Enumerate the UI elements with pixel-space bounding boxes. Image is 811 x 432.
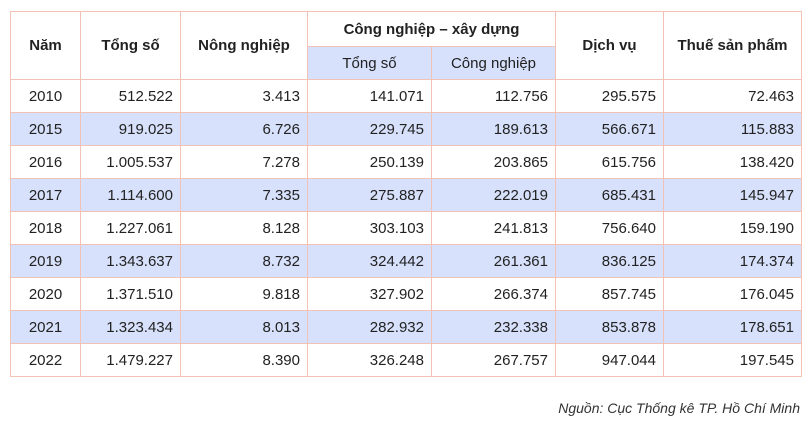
cell-agriculture: 7.335 xyxy=(180,178,308,212)
cell-industry-construction-total: 229.745 xyxy=(307,112,432,146)
header-total: Tổng số xyxy=(80,11,181,80)
cell-agriculture: 3.413 xyxy=(180,79,308,113)
cell-year: 2017 xyxy=(10,178,81,212)
cell-industry: 267.757 xyxy=(431,343,556,377)
table-body: 2010 512.522 3.413 141.071 112.756 295.575 72.… xyxy=(10,79,802,377)
cell-industry: 266.374 xyxy=(431,277,556,311)
cell-industry: 203.865 xyxy=(431,145,556,179)
cell-year: 2018 xyxy=(10,211,81,245)
header-industry-total: Tổng số xyxy=(307,46,432,80)
cell-services: 836.125 xyxy=(555,244,664,278)
cell-agriculture: 9.818 xyxy=(180,277,308,311)
table-row: 2021 1.323.434 8.013 282.932 232.338 853.878 1… xyxy=(10,310,802,344)
cell-industry: 261.361 xyxy=(431,244,556,278)
cell-industry-construction-total: 250.139 xyxy=(307,145,432,179)
cell-industry-construction-total: 275.887 xyxy=(307,178,432,212)
cell-industry-construction-total: 326.248 xyxy=(307,343,432,377)
cell-industry-construction-total: 141.071 xyxy=(307,79,432,113)
cell-industry: 232.338 xyxy=(431,310,556,344)
table-row: 2016 1.005.537 7.278 250.139 203.865 615.756 1… xyxy=(10,145,802,179)
cell-agriculture: 8.390 xyxy=(180,343,308,377)
cell-total: 1.114.600 xyxy=(80,178,181,212)
cell-industry: 222.019 xyxy=(431,178,556,212)
cell-services: 615.756 xyxy=(555,145,664,179)
cell-year: 2020 xyxy=(10,277,81,311)
cell-total: 1.343.637 xyxy=(80,244,181,278)
cell-year: 2021 xyxy=(10,310,81,344)
table-row: 2017 1.114.600 7.335 275.887 222.019 685.431 1… xyxy=(10,178,802,212)
cell-year: 2019 xyxy=(10,244,81,278)
table-row: 2022 1.479.227 8.390 326.248 267.757 947.044 1… xyxy=(10,343,802,377)
cell-agriculture: 8.128 xyxy=(180,211,308,245)
cell-product-tax: 159.190 xyxy=(663,211,802,245)
header-product-tax: Thuế sản phẩm xyxy=(663,11,802,80)
cell-industry-construction-total: 324.442 xyxy=(307,244,432,278)
header-year: Năm xyxy=(10,11,81,80)
table-row: 2018 1.227.061 8.128 303.103 241.813 756.640 1… xyxy=(10,211,802,245)
cell-industry: 241.813 xyxy=(431,211,556,245)
cell-product-tax: 115.883 xyxy=(663,112,802,146)
cell-total: 1.323.434 xyxy=(80,310,181,344)
cell-agriculture: 6.726 xyxy=(180,112,308,146)
cell-services: 853.878 xyxy=(555,310,664,344)
cell-services: 756.640 xyxy=(555,211,664,245)
header-agriculture: Nông nghiệp xyxy=(180,11,308,80)
cell-services: 685.431 xyxy=(555,178,664,212)
cell-year: 2022 xyxy=(10,343,81,377)
cell-total: 1.371.510 xyxy=(80,277,181,311)
cell-services: 295.575 xyxy=(555,79,664,113)
cell-year: 2015 xyxy=(10,112,81,146)
table-row: 2010 512.522 3.413 141.071 112.756 295.575 72.… xyxy=(10,79,802,113)
cell-industry-construction-total: 282.932 xyxy=(307,310,432,344)
table-row: 2020 1.371.510 9.818 327.902 266.374 857.745 1… xyxy=(10,277,802,311)
cell-product-tax: 145.947 xyxy=(663,178,802,212)
cell-product-tax: 178.651 xyxy=(663,310,802,344)
gdp-table: Năm Tổng số Nông nghiệp Công nghiệp – xâ… xyxy=(10,11,802,377)
table-row: 2019 1.343.637 8.732 324.442 261.361 836.125 1… xyxy=(10,244,802,278)
cell-industry: 112.756 xyxy=(431,79,556,113)
header-industry-construction: Công nghiệp – xây dựng xyxy=(307,11,556,47)
table-row: 2015 919.025 6.726 229.745 189.613 566.671 115… xyxy=(10,112,802,146)
cell-services: 857.745 xyxy=(555,277,664,311)
cell-total: 1.479.227 xyxy=(80,343,181,377)
cell-total: 919.025 xyxy=(80,112,181,146)
header-industry: Công nghiệp xyxy=(431,46,556,80)
cell-services: 566.671 xyxy=(555,112,664,146)
cell-product-tax: 72.463 xyxy=(663,79,802,113)
cell-product-tax: 197.545 xyxy=(663,343,802,377)
source-note: Nguồn: Cục Thống kê TP. Hồ Chí Minh xyxy=(558,400,800,416)
cell-product-tax: 138.420 xyxy=(663,145,802,179)
cell-agriculture: 7.278 xyxy=(180,145,308,179)
cell-product-tax: 174.374 xyxy=(663,244,802,278)
table-header: Năm Tổng số Nông nghiệp Công nghiệp – xâ… xyxy=(10,11,802,80)
cell-total: 512.522 xyxy=(80,79,181,113)
cell-total: 1.227.061 xyxy=(80,211,181,245)
cell-industry-construction-total: 327.902 xyxy=(307,277,432,311)
cell-services: 947.044 xyxy=(555,343,664,377)
cell-industry: 189.613 xyxy=(431,112,556,146)
cell-industry-construction-total: 303.103 xyxy=(307,211,432,245)
cell-agriculture: 8.013 xyxy=(180,310,308,344)
header-services: Dịch vụ xyxy=(555,11,664,80)
cell-product-tax: 176.045 xyxy=(663,277,802,311)
cell-total: 1.005.537 xyxy=(80,145,181,179)
cell-agriculture: 8.732 xyxy=(180,244,308,278)
cell-year: 2016 xyxy=(10,145,81,179)
cell-year: 2010 xyxy=(10,79,81,113)
